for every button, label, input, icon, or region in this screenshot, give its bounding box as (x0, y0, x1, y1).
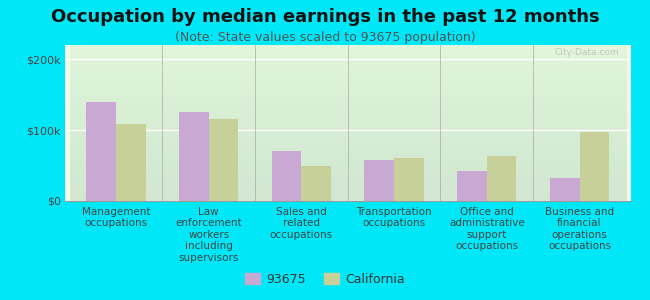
Bar (86, 102, 116, 201)
Bar (550, 178, 580, 201)
Bar (457, 171, 487, 201)
Legend: 93675, California: 93675, California (240, 268, 410, 291)
Bar (209, 119, 239, 201)
Text: City-Data.com: City-Data.com (554, 48, 619, 57)
Bar (365, 160, 394, 201)
Bar (487, 156, 517, 201)
Bar (580, 131, 609, 201)
Text: Occupation by median earnings in the past 12 months: Occupation by median earnings in the pas… (51, 8, 599, 26)
Bar (179, 112, 209, 201)
Bar (394, 158, 424, 201)
Bar (302, 166, 331, 201)
Bar (272, 152, 302, 201)
Text: (Note: State values scaled to 93675 population): (Note: State values scaled to 93675 popu… (175, 32, 475, 44)
Bar (116, 124, 146, 201)
